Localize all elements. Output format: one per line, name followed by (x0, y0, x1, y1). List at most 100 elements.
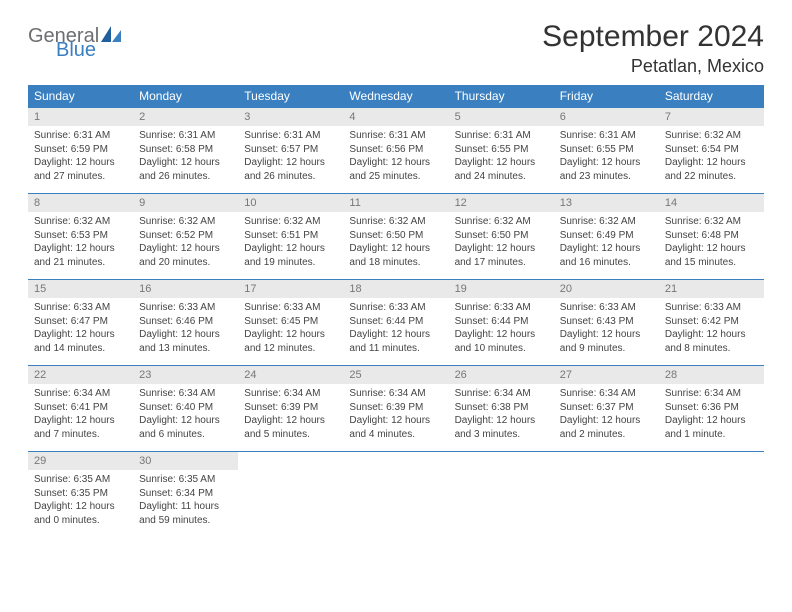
calendar-body: 1Sunrise: 6:31 AMSunset: 6:59 PMDaylight… (28, 108, 764, 538)
day-details: Sunrise: 6:32 AMSunset: 6:51 PMDaylight:… (238, 212, 343, 279)
sunrise-text: Sunrise: 6:34 AM (560, 387, 653, 401)
calendar-day-cell: 23Sunrise: 6:34 AMSunset: 6:40 PMDayligh… (133, 366, 238, 452)
sunset-text: Sunset: 6:36 PM (665, 401, 758, 415)
sunset-text: Sunset: 6:59 PM (34, 143, 127, 157)
calendar-day-cell: 13 Sunrise: 6:32 AMSunset: 6:49 PMDayligh… (554, 194, 659, 280)
day-number: 9 (133, 194, 238, 212)
sunset-text: Sunset: 6:55 PM (560, 143, 653, 157)
day-details: Sunrise: 6:33 AMSunset: 6:44 PMDaylight:… (343, 298, 448, 365)
day-details: Sunrise: 6:31 AMSunset: 6:57 PMDaylight:… (238, 126, 343, 193)
day-number: 13 (554, 194, 659, 212)
sunrise-text: Sunrise: 6:31 AM (34, 129, 127, 143)
sunset-text: Sunset: 6:45 PM (244, 315, 337, 329)
sunrise-text: Sunrise: 6:34 AM (455, 387, 548, 401)
daylight-line1: Daylight: 12 hours (455, 242, 548, 256)
calendar-day-cell: 29Sunrise: 6:35 AMSunset: 6:35 PMDayligh… (28, 452, 133, 538)
daylight-line1: Daylight: 12 hours (349, 242, 442, 256)
daylight-line1: Daylight: 12 hours (349, 328, 442, 342)
location-subtitle: Petatlan, Mexico (542, 56, 764, 77)
day-number: 7 (659, 108, 764, 126)
daylight-line2: and 16 minutes. (560, 256, 653, 270)
day-details: Sunrise: 6:33 AMSunset: 6:47 PMDaylight:… (28, 298, 133, 365)
sunrise-text: Sunrise: 6:32 AM (349, 215, 442, 229)
sunset-text: Sunset: 6:35 PM (34, 487, 127, 501)
sunrise-text: Sunrise: 6:34 AM (665, 387, 758, 401)
daylight-line1: Daylight: 12 hours (244, 328, 337, 342)
daylight-line1: Daylight: 12 hours (665, 328, 758, 342)
daylight-line2: and 26 minutes. (139, 170, 232, 184)
daylight-line1: Daylight: 11 hours (139, 500, 232, 514)
sunset-text: Sunset: 6:57 PM (244, 143, 337, 157)
day-details: Sunrise: 6:32 AMSunset: 6:52 PMDaylight:… (133, 212, 238, 279)
calendar-day-cell: 11Sunrise: 6:32 AMSunset: 6:50 PMDayligh… (343, 194, 448, 280)
day-number: 18 (343, 280, 448, 298)
sunrise-text: Sunrise: 6:31 AM (349, 129, 442, 143)
daylight-line1: Daylight: 12 hours (244, 156, 337, 170)
calendar-day-cell: 19Sunrise: 6:33 AMSunset: 6:44 PMDayligh… (449, 280, 554, 366)
day-details: Sunrise: 6:32 AMSunset: 6:54 PMDaylight:… (659, 126, 764, 193)
calendar-day-cell: . (554, 452, 659, 538)
sunset-text: Sunset: 6:41 PM (34, 401, 127, 415)
day-details: Sunrise: 6:33 AMSunset: 6:45 PMDaylight:… (238, 298, 343, 365)
calendar-day-cell: 15Sunrise: 6:33 AMSunset: 6:47 PMDayligh… (28, 280, 133, 366)
day-number: 30 (133, 452, 238, 470)
daylight-line1: Daylight: 12 hours (139, 414, 232, 428)
sunrise-text: Sunrise: 6:34 AM (244, 387, 337, 401)
day-number: 21 (659, 280, 764, 298)
daylight-line2: and 26 minutes. (244, 170, 337, 184)
daylight-line2: and 23 minutes. (560, 170, 653, 184)
sunrise-text: Sunrise: 6:31 AM (139, 129, 232, 143)
daylight-line2: and 4 minutes. (349, 428, 442, 442)
calendar-day-cell: 18Sunrise: 6:33 AMSunset: 6:44 PMDayligh… (343, 280, 448, 366)
day-details: Sunrise: 6:31 AMSunset: 6:55 PMDaylight:… (554, 126, 659, 193)
daylight-line2: and 25 minutes. (349, 170, 442, 184)
sunrise-text: Sunrise: 6:34 AM (139, 387, 232, 401)
daylight-line2: and 13 minutes. (139, 342, 232, 356)
daylight-line2: and 20 minutes. (139, 256, 232, 270)
day-details: Sunrise: 6:35 AMSunset: 6:34 PMDaylight:… (133, 470, 238, 537)
daylight-line2: and 2 minutes. (560, 428, 653, 442)
daylight-line2: and 27 minutes. (34, 170, 127, 184)
calendar-day-cell: . (238, 452, 343, 538)
weekday-header: Wednesday (343, 85, 448, 108)
day-details: Sunrise: 6:32 AMSunset: 6:50 PMDaylight:… (449, 212, 554, 279)
daylight-line2: and 14 minutes. (34, 342, 127, 356)
calendar-day-cell: 30Sunrise: 6:35 AMSunset: 6:34 PMDayligh… (133, 452, 238, 538)
sunset-text: Sunset: 6:46 PM (139, 315, 232, 329)
daylight-line1: Daylight: 12 hours (139, 328, 232, 342)
sunset-text: Sunset: 6:54 PM (665, 143, 758, 157)
calendar-day-cell: 1Sunrise: 6:31 AMSunset: 6:59 PMDaylight… (28, 108, 133, 194)
sunset-text: Sunset: 6:39 PM (244, 401, 337, 415)
day-number: 28 (659, 366, 764, 384)
day-number: 1 (28, 108, 133, 126)
day-number: 5 (449, 108, 554, 126)
sunset-text: Sunset: 6:42 PM (665, 315, 758, 329)
sunrise-text: Sunrise: 6:33 AM (560, 301, 653, 315)
sunrise-text: Sunrise: 6:31 AM (244, 129, 337, 143)
sunset-text: Sunset: 6:49 PM (560, 229, 653, 243)
day-number: 14 (659, 194, 764, 212)
page-title: September 2024 (542, 20, 764, 54)
calendar-week-row: 22 Sunrise: 6:34 AM Sunset: 6:41 PM Dayligh… (28, 366, 764, 452)
day-number: 22 (28, 366, 133, 384)
sunset-text: Sunset: 6:44 PM (349, 315, 442, 329)
daylight-line1: Daylight: 12 hours (560, 242, 653, 256)
sunrise-text: Sunrise: 6:31 AM (455, 129, 548, 143)
daylight-line2: and 3 minutes. (455, 428, 548, 442)
day-number: 3 (238, 108, 343, 126)
calendar-day-cell: 28Sunrise: 6:34 AMSunset: 6:36 PMDayligh… (659, 366, 764, 452)
sunrise-text: Sunrise: 6:32 AM (665, 129, 758, 143)
day-number: 11 (343, 194, 448, 212)
weekday-header: Monday (133, 85, 238, 108)
daylight-line1: Daylight: 12 hours (244, 242, 337, 256)
day-number: 4 (343, 108, 448, 126)
calendar-day-cell: 21Sunrise: 6:33 AMSunset: 6:42 PMDayligh… (659, 280, 764, 366)
calendar-day-cell: 12Sunrise: 6:32 AMSunset: 6:50 PMDayligh… (449, 194, 554, 280)
daylight-line1: Daylight: 12 hours (560, 328, 653, 342)
daylight-line2: and 0 minutes. (34, 514, 127, 528)
sunrise-text: Sunrise: 6:32 AM (560, 215, 653, 229)
calendar-week-row: 29Sunrise: 6:35 AMSunset: 6:35 PMDayligh… (28, 452, 764, 538)
day-details: Sunrise: 6:33 AMSunset: 6:42 PMDaylight:… (659, 298, 764, 365)
day-details: Sunrise: 6:33 AMSunset: 6:44 PMDaylight:… (449, 298, 554, 365)
day-details: Sunrise: 6:34 AMSunset: 6:36 PMDaylight:… (659, 384, 764, 451)
